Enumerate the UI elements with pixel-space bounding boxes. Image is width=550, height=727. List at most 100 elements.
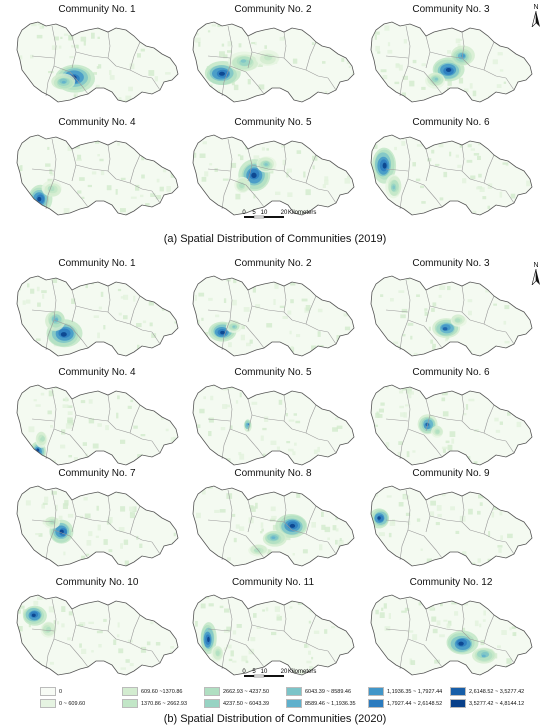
district-fill xyxy=(17,486,178,566)
density-cell xyxy=(395,64,401,69)
density-cell xyxy=(401,308,408,313)
district-boundary xyxy=(251,51,293,67)
density-cell xyxy=(499,511,503,516)
density-cell xyxy=(50,172,54,176)
density-cell xyxy=(146,641,151,646)
density-cell xyxy=(321,524,326,530)
density-cell xyxy=(393,352,397,356)
district-boundary xyxy=(107,604,111,632)
density-cell xyxy=(409,273,415,276)
scale-tick-label: 5 xyxy=(252,669,256,675)
density-cell xyxy=(167,94,170,99)
density-cell xyxy=(97,154,100,157)
density-cell xyxy=(87,184,92,188)
density-cell xyxy=(270,135,277,137)
density-cell xyxy=(343,313,348,317)
density-cell xyxy=(407,630,414,633)
density-cell xyxy=(496,563,500,566)
density-cell xyxy=(47,146,50,150)
density-cell xyxy=(82,442,87,446)
density-cell xyxy=(41,290,47,294)
density-cell xyxy=(105,425,109,431)
district-boundary xyxy=(327,331,337,345)
density-cell xyxy=(473,153,480,156)
community-map xyxy=(192,275,355,357)
density-cell xyxy=(451,602,457,605)
density-cell xyxy=(118,648,124,654)
density-cell xyxy=(117,395,120,400)
density-cell xyxy=(193,321,196,327)
density-cell xyxy=(18,346,22,353)
district-boundary xyxy=(407,319,443,349)
density-cell xyxy=(534,301,536,305)
panel-title: Community No. 8 xyxy=(234,468,312,479)
density-cell xyxy=(510,193,516,199)
density-cell xyxy=(331,408,336,412)
density-cell xyxy=(17,561,18,565)
density-cell xyxy=(239,526,245,531)
density-cell xyxy=(518,359,521,361)
density-cell xyxy=(63,551,66,556)
hotspot-ring xyxy=(61,80,66,84)
density-cell xyxy=(495,429,501,433)
scale-tick-label: 0 xyxy=(242,669,246,675)
density-cell xyxy=(406,388,412,394)
density-cell xyxy=(354,414,356,417)
density-cell xyxy=(170,487,177,492)
density-cell xyxy=(33,600,39,606)
density-cell xyxy=(142,320,147,324)
density-cell xyxy=(240,155,244,161)
scale-bar: 0 5 10 20 Kilometers xyxy=(242,208,342,222)
density-cell xyxy=(20,595,26,596)
district-boundary xyxy=(407,178,443,208)
district-boundary xyxy=(229,65,265,95)
density-cell xyxy=(368,217,372,221)
density-cell xyxy=(262,609,265,612)
density-cell xyxy=(88,531,93,537)
density-cell xyxy=(197,538,201,543)
panel-title: Community No. 6 xyxy=(412,367,490,378)
district-boundary xyxy=(115,428,153,442)
density-cell xyxy=(41,25,45,28)
density-cell xyxy=(148,300,154,306)
density-cell xyxy=(436,277,441,281)
density-cell xyxy=(455,95,462,100)
density-cell xyxy=(27,663,32,666)
density-cell xyxy=(194,325,198,330)
district-boundary xyxy=(31,168,55,172)
density-cell xyxy=(329,559,333,564)
density-cell xyxy=(195,621,198,627)
density-cell xyxy=(324,176,329,181)
density-cell xyxy=(198,42,201,47)
density-cell xyxy=(211,24,217,27)
density-cell xyxy=(144,490,151,493)
density-cell xyxy=(455,38,461,44)
density-cell xyxy=(120,667,126,670)
density-cell xyxy=(36,286,40,292)
density-cell xyxy=(512,673,515,675)
district-boundary xyxy=(283,144,287,172)
density-cell xyxy=(332,427,338,432)
density-cell xyxy=(394,146,397,151)
density-cell xyxy=(129,512,135,519)
density-cell xyxy=(180,437,182,441)
density-cell xyxy=(525,621,530,626)
density-cell xyxy=(195,33,199,36)
density-cell xyxy=(347,542,353,547)
density-cell xyxy=(305,189,311,196)
density-cell xyxy=(179,397,182,400)
city-outline xyxy=(192,21,355,103)
density-cell xyxy=(30,54,34,59)
district-boundary xyxy=(107,144,111,172)
density-cell xyxy=(346,670,352,673)
density-cell xyxy=(393,96,398,100)
density-cell xyxy=(271,515,277,519)
density-cell xyxy=(190,567,194,573)
panel-title: Community No. 10 xyxy=(55,577,139,588)
density-cell xyxy=(401,92,406,98)
density-cell xyxy=(315,288,322,292)
density-cell xyxy=(165,294,169,297)
density-cell xyxy=(95,84,100,88)
density-cell xyxy=(371,31,373,38)
density-cell xyxy=(179,380,182,385)
